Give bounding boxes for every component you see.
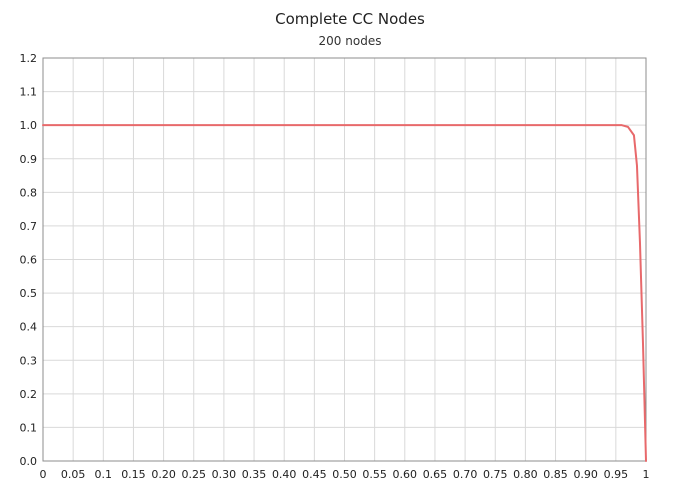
x-axis-tick-labels: 0 0.05 0.1 0.15 0.20 0.25 0.30 0.35 0.40 0.45 0.50… xyxy=(40,468,650,481)
y-tick-label: 0.8 xyxy=(20,186,38,199)
x-tick-label: 0.20 xyxy=(151,468,176,481)
y-tick-label: 1.0 xyxy=(20,119,38,132)
y-tick-label: 0.2 xyxy=(20,388,38,401)
x-tick-label: 0.90 xyxy=(573,468,598,481)
chart-subtitle: 200 nodes xyxy=(319,34,382,48)
x-tick-label: 0.80 xyxy=(513,468,538,481)
x-tick-label: 0.45 xyxy=(302,468,327,481)
y-tick-label: 0.6 xyxy=(20,254,38,267)
y-axis-tick-labels: 0.0 0.1 0.2 0.3 0.4 0.5 0.6 0.7 0.8 0.9 1.0 1.1 1.2 xyxy=(20,52,38,468)
chart-title: Complete CC Nodes xyxy=(275,10,425,28)
y-tick-label: 0.3 xyxy=(20,354,38,367)
x-tick-label: 0.15 xyxy=(121,468,146,481)
x-tick-label: 0.30 xyxy=(212,468,237,481)
y-tick-label: 0.0 xyxy=(20,455,38,468)
x-tick-label: 0.85 xyxy=(543,468,568,481)
x-tick-label: 0.55 xyxy=(362,468,387,481)
x-tick-label: 0.60 xyxy=(393,468,418,481)
y-tick-label: 0.5 xyxy=(20,287,38,300)
x-tick-label: 0 xyxy=(40,468,47,481)
x-tick-label: 0.05 xyxy=(61,468,86,481)
x-tick-label: 0.95 xyxy=(604,468,629,481)
x-tick-label: 0.75 xyxy=(483,468,508,481)
x-tick-label: 0.1 xyxy=(95,468,113,481)
x-tick-label: 0.35 xyxy=(242,468,267,481)
x-tick-label: 0.50 xyxy=(332,468,357,481)
x-tick-label: 0.40 xyxy=(272,468,297,481)
y-tick-label: 0.1 xyxy=(20,421,38,434)
y-tick-label: 0.7 xyxy=(20,220,38,233)
y-tick-label: 1.2 xyxy=(20,52,38,65)
y-tick-label: 0.4 xyxy=(20,321,38,334)
x-tick-label: 0.65 xyxy=(423,468,448,481)
x-tick-label: 1 xyxy=(643,468,650,481)
y-tick-label: 1.1 xyxy=(20,86,38,99)
series-layer xyxy=(42,124,647,462)
y-tick-label: 0.9 xyxy=(20,153,38,166)
plot-area xyxy=(42,57,647,462)
grid-lines xyxy=(42,57,647,462)
x-tick-label: 0.70 xyxy=(453,468,478,481)
x-tick-label: 0.25 xyxy=(182,468,207,481)
series-line xyxy=(42,124,647,462)
